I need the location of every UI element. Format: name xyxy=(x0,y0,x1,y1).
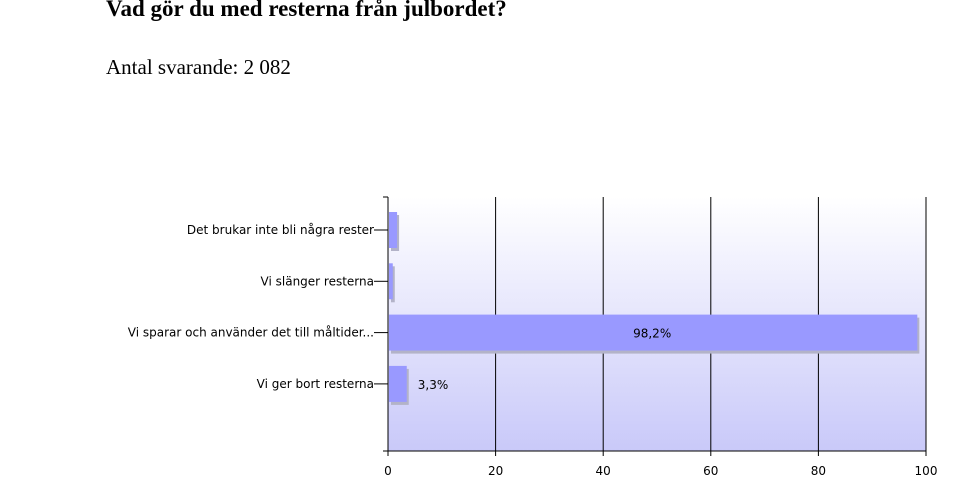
category-label: Vi slänger resterna xyxy=(261,274,374,288)
data-label: 3,3% xyxy=(418,378,449,392)
bar-shadow xyxy=(391,266,395,303)
x-tick-label: 100 xyxy=(915,464,938,478)
x-tick-label: 60 xyxy=(703,464,718,478)
category-label: Det brukar inte bli några rester xyxy=(187,223,374,237)
bar xyxy=(389,212,398,248)
bar xyxy=(389,365,407,402)
respondent-count: Antal svarande: 2 082 xyxy=(106,55,291,79)
x-tick-label: 80 xyxy=(811,464,826,478)
bar xyxy=(389,314,918,351)
data-label: 98,2% xyxy=(633,327,671,341)
category-label: Vi sparar och använder det till måltider… xyxy=(128,326,374,340)
x-tick-label: 20 xyxy=(488,464,503,478)
x-tick-label: 0 xyxy=(384,464,392,478)
page-title: Vad gör du med resterna från julbordet? xyxy=(106,0,507,21)
bar xyxy=(389,263,393,300)
x-tick-label: 40 xyxy=(596,464,611,478)
category-label: Vi ger bort resterna xyxy=(257,377,374,391)
